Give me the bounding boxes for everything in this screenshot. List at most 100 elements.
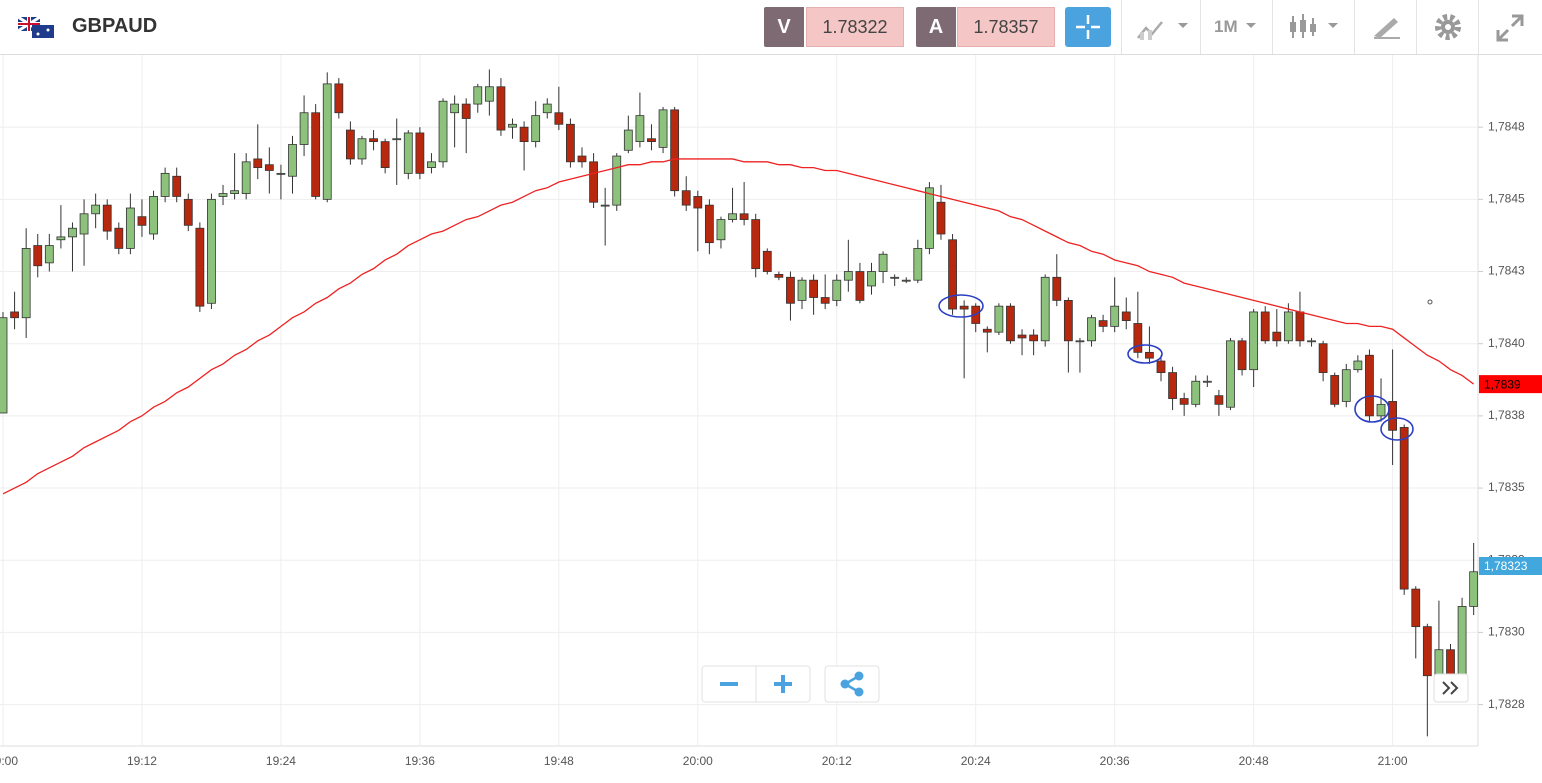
zoom-out[interactable] bbox=[720, 682, 738, 686]
candle-body bbox=[739, 213, 749, 220]
candle-body bbox=[519, 126, 529, 143]
annotations bbox=[938, 294, 1414, 441]
candle-body bbox=[589, 161, 598, 203]
candle-body bbox=[1237, 340, 1247, 371]
candle-body bbox=[334, 83, 344, 114]
annotation-ellipse bbox=[1380, 417, 1414, 441]
candle-body bbox=[635, 115, 645, 143]
candle-body bbox=[1353, 360, 1363, 371]
candle-body bbox=[1307, 340, 1316, 343]
candle-body bbox=[276, 172, 286, 175]
candle-body bbox=[357, 138, 367, 160]
annotation-ellipse bbox=[1354, 395, 1390, 423]
candle-body bbox=[415, 132, 425, 174]
ma-price-label: 1,7839 bbox=[1484, 377, 1521, 391]
candle-body bbox=[797, 279, 807, 301]
candle-style-button[interactable] bbox=[1288, 12, 1344, 42]
settings-button[interactable] bbox=[1434, 13, 1462, 41]
candle-body bbox=[44, 245, 54, 264]
candle-body bbox=[207, 198, 216, 304]
candle-body bbox=[1087, 317, 1096, 342]
candle-body bbox=[1399, 427, 1409, 590]
y-tick-label: 1,7845 bbox=[1488, 192, 1525, 206]
candle-body bbox=[438, 100, 448, 163]
candle-body bbox=[241, 161, 251, 194]
share-box[interactable] bbox=[824, 665, 880, 703]
timeframe-arrow[interactable] bbox=[1244, 14, 1260, 34]
candle-body bbox=[670, 109, 680, 192]
candle-body bbox=[1365, 354, 1374, 417]
x-tick-label: 19:24 bbox=[266, 754, 296, 768]
timeframe[interactable]: 1M bbox=[1214, 17, 1238, 36]
candle-body bbox=[982, 328, 992, 333]
candle-body bbox=[704, 204, 714, 244]
candle-body bbox=[1422, 626, 1432, 677]
crosshair-button[interactable] bbox=[1065, 7, 1111, 47]
x-tick-label: 19:36 bbox=[405, 754, 435, 768]
candle-body bbox=[531, 115, 541, 143]
scroll-box[interactable] bbox=[1433, 673, 1469, 703]
moving-average-line bbox=[2, 158, 1475, 495]
draw-button[interactable] bbox=[1372, 14, 1402, 40]
bid-price[interactable]: 1.78322 bbox=[806, 7, 904, 47]
x-tick-label: 20:24 bbox=[961, 754, 991, 768]
candle-body bbox=[681, 190, 691, 206]
candle-body bbox=[1272, 331, 1282, 342]
candle-body bbox=[925, 187, 934, 249]
candle-body bbox=[68, 227, 77, 238]
candle-body bbox=[102, 204, 112, 232]
candle-body bbox=[1191, 380, 1201, 405]
candle-body bbox=[1434, 649, 1444, 677]
candle-body bbox=[751, 219, 761, 270]
candle-body bbox=[762, 250, 772, 272]
candle-body bbox=[1110, 305, 1120, 327]
bid-button[interactable]: V bbox=[764, 7, 804, 47]
y-tick-label: 1,7843 bbox=[1488, 264, 1525, 278]
x-tick-label: 20:48 bbox=[1239, 754, 1269, 768]
candle-body bbox=[1260, 311, 1270, 342]
symbol: GBPAUD bbox=[72, 15, 158, 37]
candle-body bbox=[1202, 380, 1212, 383]
candle-body bbox=[1446, 649, 1455, 677]
share-icon bbox=[840, 679, 850, 689]
chart-type-button[interactable] bbox=[1136, 14, 1192, 42]
x-tick-label: 19:00 bbox=[0, 754, 18, 768]
candle-body bbox=[890, 276, 900, 279]
zoom-in[interactable] bbox=[781, 675, 785, 693]
candle-body bbox=[1075, 340, 1085, 343]
candle-body bbox=[1249, 311, 1259, 371]
x-tick-label: 21:00 bbox=[1378, 754, 1408, 768]
candle-body bbox=[1017, 334, 1027, 339]
labels: 1,7848 1,7845 1,7843 1,7840 1,7838 1,7835 1,78… bbox=[0, 119, 1542, 768]
scroll-end-button[interactable] bbox=[1433, 673, 1469, 703]
candle-body bbox=[994, 305, 1004, 333]
zoom-controls[interactable] bbox=[701, 665, 811, 703]
candle-body bbox=[264, 164, 274, 171]
candle-body bbox=[1121, 311, 1131, 322]
candle-body bbox=[1029, 334, 1039, 342]
candle-body bbox=[1168, 372, 1177, 399]
share-button[interactable] bbox=[824, 665, 880, 703]
ask-price[interactable]: 1.78357 bbox=[957, 7, 1055, 47]
ask-button[interactable]: A bbox=[916, 7, 956, 47]
candle-body bbox=[91, 204, 101, 215]
share-icon bbox=[854, 687, 864, 697]
y-tick-label: 1,7848 bbox=[1488, 119, 1525, 133]
candle-body bbox=[473, 86, 483, 105]
candle-body bbox=[936, 201, 946, 235]
y-tick-label: 1,7828 bbox=[1488, 697, 1525, 711]
candle-body bbox=[728, 213, 737, 220]
candle-body bbox=[1283, 311, 1293, 342]
candle-body bbox=[33, 245, 43, 267]
current-price-label: 1,78323 bbox=[1484, 559, 1528, 573]
candle-body bbox=[1052, 276, 1062, 301]
plot bbox=[0, 69, 1478, 737]
separator bbox=[1478, 0, 1479, 54]
candle-body bbox=[125, 207, 135, 249]
candle-body bbox=[56, 236, 66, 241]
separator bbox=[1200, 0, 1201, 54]
candle-body bbox=[948, 239, 957, 310]
fullscreen-button[interactable] bbox=[1496, 14, 1524, 42]
candle-body bbox=[392, 138, 402, 141]
